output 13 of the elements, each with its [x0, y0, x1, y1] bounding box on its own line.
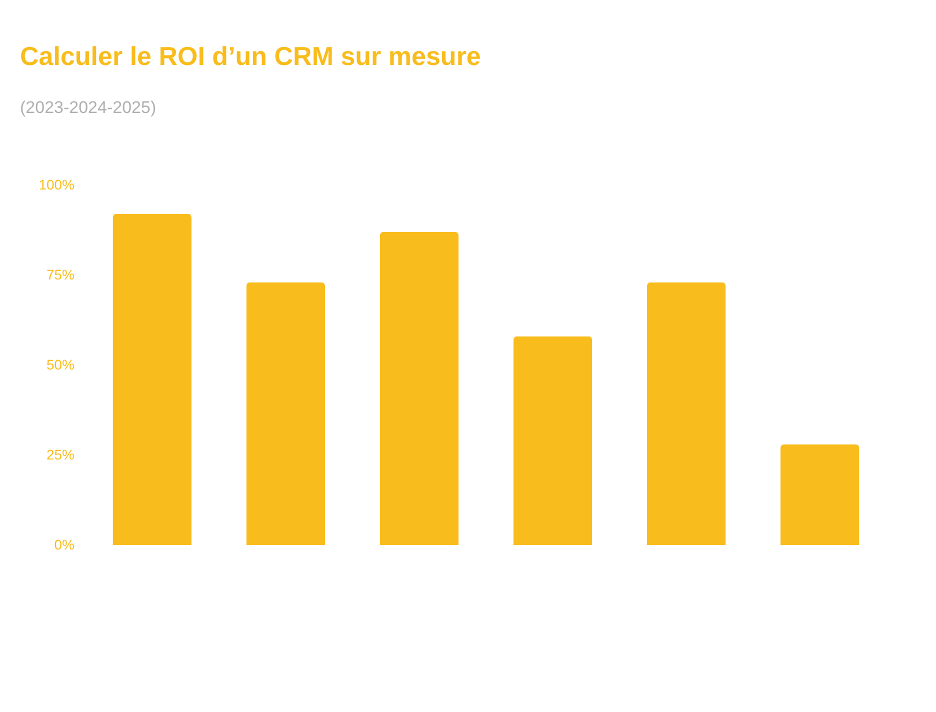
bar [246, 282, 326, 545]
bar [780, 444, 860, 545]
y-tick-label: 50% [46, 356, 74, 372]
bar [513, 336, 592, 545]
bar [380, 232, 459, 545]
y-tick-label: 0% [54, 536, 74, 552]
y-tick-label: 75% [46, 266, 74, 282]
chart-title: Calculer le ROI d’un CRM sur mesure [20, 41, 481, 71]
y-tick-label: 25% [46, 446, 74, 462]
bar [646, 282, 726, 545]
chart-subtitle: (2023-2024-2025) [20, 98, 156, 117]
y-tick-label: 100% [38, 176, 74, 192]
bar [112, 214, 192, 545]
